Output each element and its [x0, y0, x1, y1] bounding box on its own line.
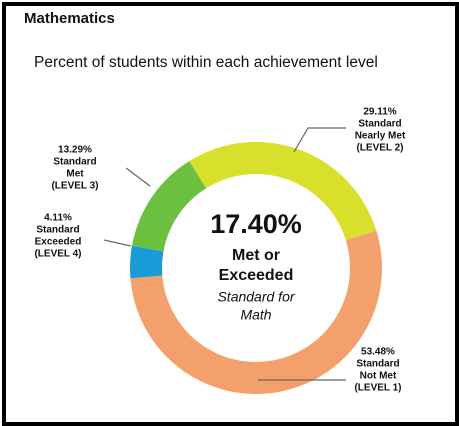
slice-label: Met	[66, 169, 84, 180]
center-text: Standard for	[217, 289, 295, 305]
donut-slice	[131, 161, 207, 252]
donut-slice	[130, 230, 382, 394]
donut-slice	[189, 142, 377, 241]
value-label: 13.29%	[58, 145, 92, 156]
slice-label: Nearly Met	[355, 131, 406, 142]
leader-line	[293, 127, 346, 153]
center-text: Math	[240, 307, 271, 323]
leader-line	[103, 239, 132, 247]
slice-label: Standard	[53, 157, 96, 168]
slice-label: Standard	[358, 119, 401, 130]
slice-label: (LEVEL 3)	[51, 181, 98, 192]
center-text: Met or	[232, 247, 280, 264]
center-text: Exceeded	[219, 267, 294, 284]
value-label: 53.48%	[361, 347, 395, 358]
slice-label: (LEVEL 1)	[354, 383, 401, 394]
chart-title: Mathematics	[24, 10, 115, 27]
chart-subtitle: Percent of students within each achievem…	[34, 54, 378, 71]
slice-label: Exceeded	[35, 237, 82, 248]
donut-slice	[130, 245, 164, 279]
slice-label: Standard	[36, 225, 79, 236]
slice-label: (LEVEL 2)	[356, 143, 403, 154]
slice-label: Not Met	[360, 371, 397, 382]
center-text: 17.40%	[210, 209, 302, 239]
value-label: 4.11%	[44, 213, 72, 224]
leader-line	[125, 167, 151, 187]
value-label: 29.11%	[363, 107, 396, 118]
slice-label: Standard	[356, 359, 399, 370]
slice-label: (LEVEL 4)	[34, 249, 81, 260]
